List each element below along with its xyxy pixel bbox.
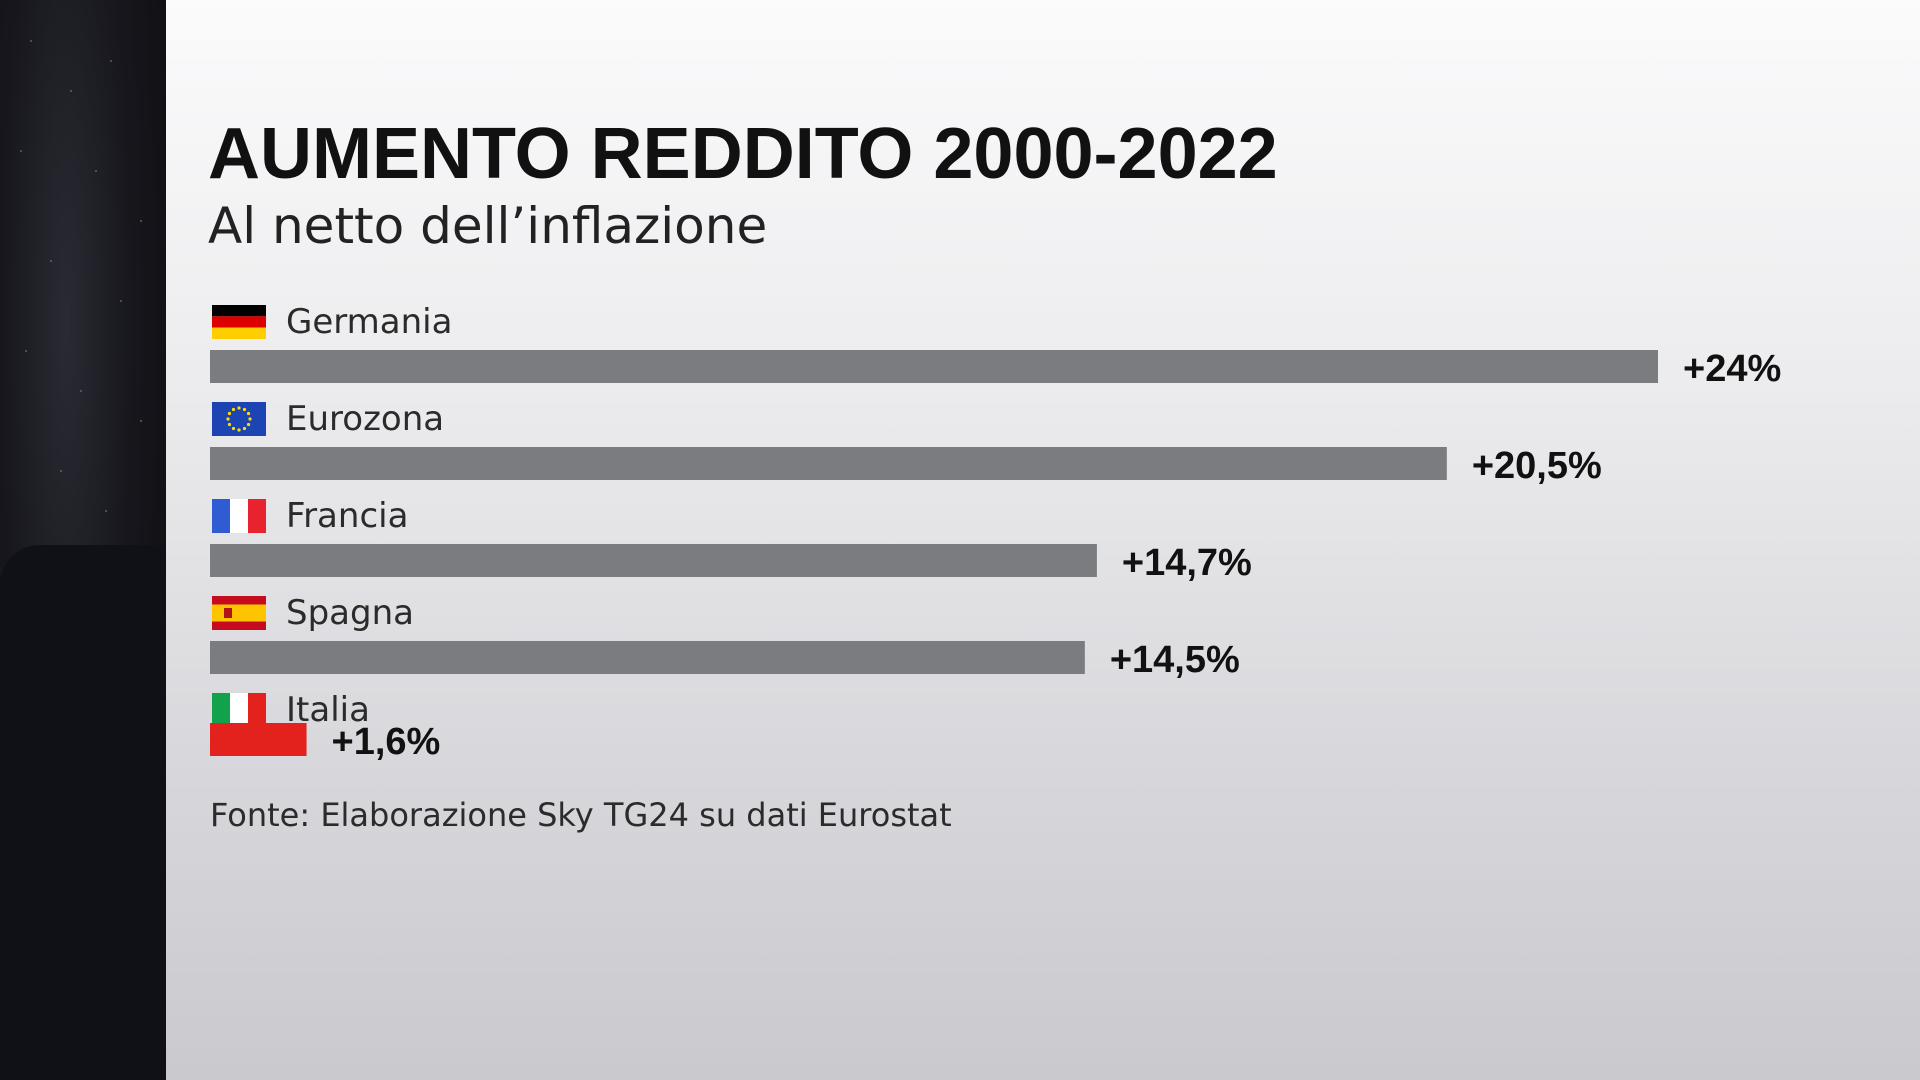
flag-eu-icon [212,402,266,436]
value-label-francia: +14,7% [1122,542,1252,584]
chart-subtitle: Al netto dell’inflazione [208,197,767,255]
value-label-germania: +24% [1683,348,1781,390]
category-label-spagna: Spagna [286,593,414,633]
value-label-spagna: +14,5% [1110,639,1240,681]
value-label-italia: +1,6% [332,721,441,763]
bar-francia [210,544,1097,577]
chart-source: Fonte: Elaborazione Sky TG24 su dati Eur… [210,796,952,834]
category-label-eurozona: Eurozona [286,399,444,439]
flag-france-icon [212,499,266,533]
category-label-francia: Francia [286,496,408,536]
chart-title: AUMENTO REDDITO 2000-2022 [208,114,1278,194]
bar-germania [210,350,1658,383]
bar-spagna [210,641,1085,674]
bar-italia [210,723,307,756]
chart-panel [166,0,1920,1080]
value-label-eurozona: +20,5% [1472,445,1602,487]
bar-eurozona [210,447,1447,480]
flag-italy-icon [212,693,266,727]
flag-germany-icon [212,305,266,339]
flag-spain-icon [212,596,266,630]
left-decorative-panel [0,0,166,1080]
category-label-germania: Germania [286,302,452,342]
